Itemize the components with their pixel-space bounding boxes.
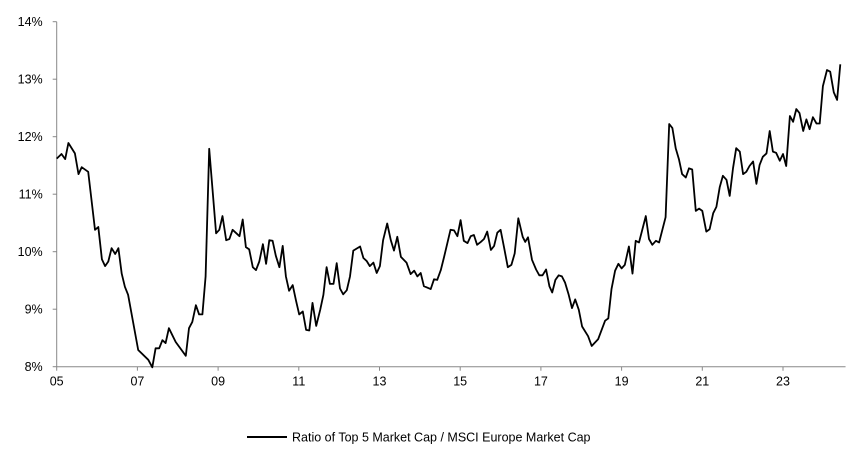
x-tick-label: 13	[373, 375, 387, 389]
x-tick-label: 17	[534, 375, 548, 389]
series-line	[56, 64, 842, 369]
legend: Ratio of Top 5 Market Cap / MSCI Europe …	[247, 431, 591, 445]
y-tick-label: 9%	[25, 303, 43, 317]
x-tick-label: 19	[615, 375, 629, 389]
x-tick-label: 09	[211, 375, 225, 389]
x-tick-label: 23	[776, 375, 790, 389]
x-axis: 05 07 09 11 13 15 17 19 21 23	[50, 366, 846, 389]
y-tick-label: 10%	[18, 245, 43, 259]
y-tick-label: 8%	[25, 360, 43, 374]
y-tick-label: 12%	[18, 130, 43, 144]
x-tick-label: 05	[50, 375, 64, 389]
x-tick-label: 11	[292, 375, 305, 389]
y-tick-label: 14%	[18, 15, 43, 29]
x-tick-label: 21	[695, 375, 709, 389]
legend-label: Ratio of Top 5 Market Cap / MSCI Europe …	[292, 431, 591, 445]
y-axis: 8% 9% 10% 11% 12% 13% 14%	[18, 15, 58, 374]
x-tick-label: 07	[130, 375, 144, 389]
x-tick-label: 15	[453, 375, 467, 389]
y-tick-label: 13%	[18, 73, 43, 87]
y-tick-label: 11%	[19, 188, 43, 202]
series-group	[56, 64, 842, 369]
